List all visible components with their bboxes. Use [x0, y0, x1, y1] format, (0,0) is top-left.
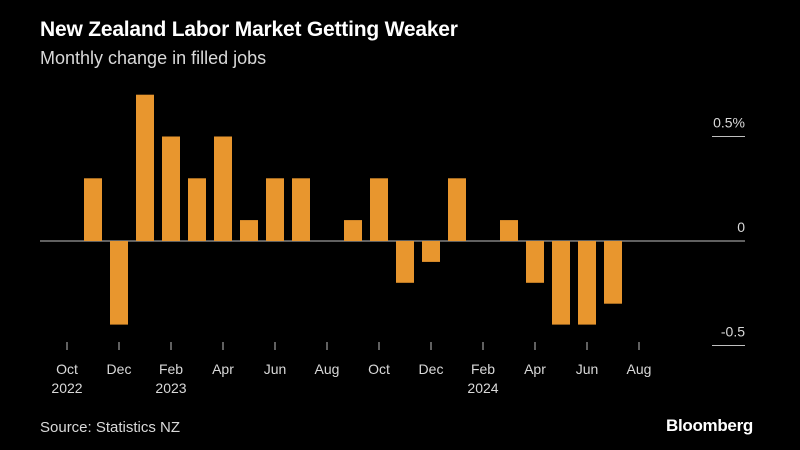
- bar-feb-2023: [162, 136, 180, 241]
- x-tick-label-month: Apr: [212, 361, 234, 377]
- bar-apr-2023: [214, 136, 232, 241]
- x-tick-label-month: Jun: [264, 361, 287, 377]
- y-tick-label: -0.5: [721, 324, 745, 340]
- x-tick-label-month: Aug: [315, 361, 340, 377]
- x-tick-label-month: Jun: [576, 361, 599, 377]
- bar-jan-2023: [136, 94, 154, 241]
- bar-sep-2023: [344, 220, 362, 241]
- x-tick-label-year: 2023: [155, 380, 186, 396]
- source-note: Source: Statistics NZ: [40, 419, 181, 436]
- x-tick-label-year: 2022: [51, 380, 82, 396]
- x-tick-label-month: Feb: [471, 361, 495, 377]
- bar-jul-2024: [604, 241, 622, 304]
- x-tick-label-month: Dec: [419, 361, 444, 377]
- bar-nov-2022: [84, 178, 102, 241]
- x-tick-label-month: Oct: [56, 361, 78, 377]
- bar-apr-2024: [526, 241, 544, 283]
- bar-may-2023: [240, 220, 258, 241]
- bar-jul-2023: [292, 178, 310, 241]
- x-tick-label-month: Dec: [107, 361, 132, 377]
- bar-mar-2023: [188, 178, 206, 241]
- chart-subtitle: Monthly change in filled jobs: [40, 48, 267, 68]
- bar-nov-2023: [396, 241, 414, 283]
- x-tick-label-month: Aug: [627, 361, 652, 377]
- bar-dec-2022: [110, 241, 128, 325]
- x-tick-label-month: Feb: [159, 361, 183, 377]
- x-tick-label-year: 2024: [467, 380, 498, 396]
- x-tick-label-month: Apr: [524, 361, 546, 377]
- y-tick-label: 0: [737, 219, 745, 235]
- bar-jun-2024: [578, 241, 596, 325]
- x-tick-label-month: Oct: [368, 361, 390, 377]
- bar-oct-2023: [370, 178, 388, 241]
- bar-may-2024: [552, 241, 570, 325]
- bar-jun-2023: [266, 178, 284, 241]
- bar-mar-2024: [500, 220, 518, 241]
- bar-dec-2023: [422, 241, 440, 262]
- chart-title: New Zealand Labor Market Getting Weaker: [40, 18, 458, 41]
- bar-jan-2024: [448, 178, 466, 241]
- y-tick-label: 0.5%: [713, 115, 745, 131]
- bloomberg-logo: Bloomberg: [665, 416, 753, 435]
